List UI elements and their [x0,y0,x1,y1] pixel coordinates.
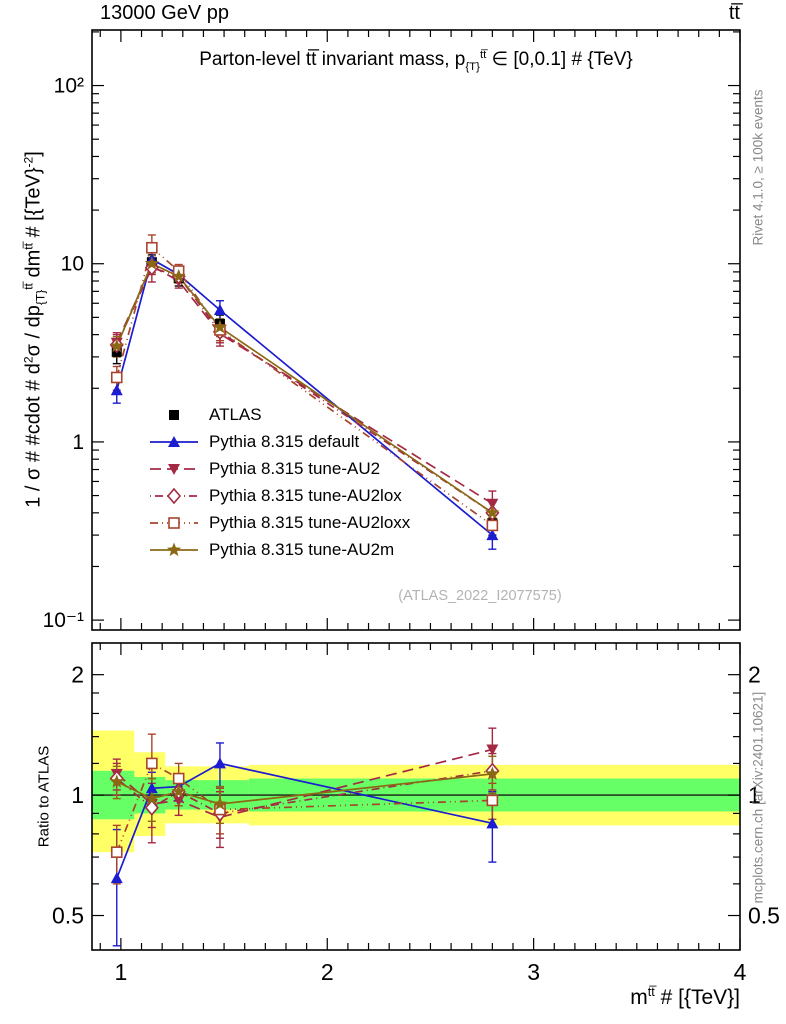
legend-label: Pythia 8.315 tune-AU2m [209,539,395,559]
ratio-tick-label-right: 2 [748,662,761,688]
legend-item-pythia-8-315-tune-au2lox: Pythia 8.315 tune-AU2lox [148,482,410,509]
rivet-version-note: Rivet 4.1.0, ≥ 100k events [750,89,766,246]
legend-item-pythia-8-315-tune-au2m: Pythia 8.315 tune-AU2m [148,536,410,563]
marker-star [109,774,124,788]
ratio-tick-label-left: 0.5 [52,903,84,929]
legend-item-atlas: ATLAS [148,401,410,428]
y-tick-label: 1 [72,431,84,454]
marker-square-open [486,519,499,532]
marker-square-open [486,794,499,807]
marker-diamond-open [144,799,159,816]
marker-square-open [172,772,185,785]
legend-marker-icon [150,516,198,529]
marker-star [485,505,500,519]
marker-triangle-up [168,435,180,447]
marker-triangle-up [145,782,158,794]
marker-triangle-up [213,757,226,769]
marker-triangle-up [110,872,123,884]
x-tick-label: 4 [734,959,747,985]
analysis-id-watermark: (ATLAS_2022_I2077575) [398,588,562,604]
beam-energy-label: 13000 GeV pp [100,2,229,24]
marker-star [171,268,186,283]
legend-item-pythia-8-315-default: Pythia 8.315 default [148,428,410,455]
legend-marker-icon [169,409,179,420]
marker-triangle-up [486,529,499,541]
marker-triangle-down [172,795,185,807]
marker-triangle-down [486,498,499,510]
ratio-tick-label-left: 2 [71,662,84,688]
legend-label: Pythia 8.315 default [209,431,360,451]
ratio-panel-frame [91,642,741,951]
legend-marker-icon [150,542,198,556]
marker-triangle-up [110,384,123,396]
x-tick-label: 2 [321,959,334,985]
marker-square-filled [169,409,179,420]
marker-star [144,256,159,270]
x-axis-label: mtt̅ # [{TeV}] [630,985,740,1009]
marker-star [212,319,228,334]
legend-marker-icon [150,463,198,475]
ratio-tick-label-right: 0.5 [748,903,780,929]
legend-label: Pythia 8.315 tune-AU2lox [209,485,402,505]
marker-star [144,791,159,805]
marker-square-open [110,371,123,384]
marker-triangle-down [486,744,499,756]
y-tick-label: 10⁻¹ [43,609,84,632]
legend: ATLAS Pythia 8.315 default Pythia 8.315 tu… [148,401,410,563]
marker-diamond-open [166,487,182,504]
plot-title-sup: tt̅ [479,49,487,62]
ratio-y-axis-label: Ratio to ATLAS [35,745,53,848]
legend-marker-icon [150,435,198,447]
legend-marker-icon [150,487,198,504]
marker-star [485,766,500,780]
marker-star [212,796,228,811]
marker-square-open [168,516,180,529]
x-tick-label: 3 [527,959,540,985]
legend-item-pythia-8-315-tune-au2loxx: Pythia 8.315 tune-AU2loxx [148,509,410,536]
marker-square-open [146,757,158,770]
plot-title: Parton-level tt̅ invariant mass, p{T}tt̅… [92,48,740,74]
mcplots-reference-note: mcplots.cern.ch [arXiv:2401.10621] [750,691,766,904]
legend-label: Pythia 8.315 tune-AU2loxx [209,512,411,532]
plot-title-sub: {T} [465,61,480,74]
plot-title-text: Parton-level tt̅ invariant mass, p [199,49,466,70]
legend-item-pythia-8-315-tune-au2: Pythia 8.315 tune-AU2 [148,455,410,482]
main-panel-frame [91,29,741,631]
legend-label: Pythia 8.315 tune-AU2 [209,458,381,478]
ratio-tick-label-right: 1 [748,782,761,808]
ratio-tick-label-left: 1 [71,782,84,808]
series-line-pythia-8-315-tune-au2loxx [116,762,493,853]
marker-square-open [110,846,123,858]
y-tick-label: 10² [54,75,84,98]
x-tick-label: 1 [114,959,127,985]
marker-triangle-down [168,463,180,475]
plot-title-post: ∈ [0,0.1] # {TeV} [486,49,633,70]
legend-label: ATLAS [209,404,262,424]
marker-star [166,542,182,556]
marker-triangle-up [213,303,226,315]
marker-triangle-up [486,817,499,829]
y-tick-label: 10 [61,253,84,276]
marker-square-open [146,241,158,254]
y-axis-label: 1 / σ # #cdot # d2σ / dp{T}tt̅ dmtt̅ # [… [21,151,48,508]
process-label: tt̅ [728,2,740,24]
marker-star [171,784,186,798]
marker-star [109,338,124,353]
